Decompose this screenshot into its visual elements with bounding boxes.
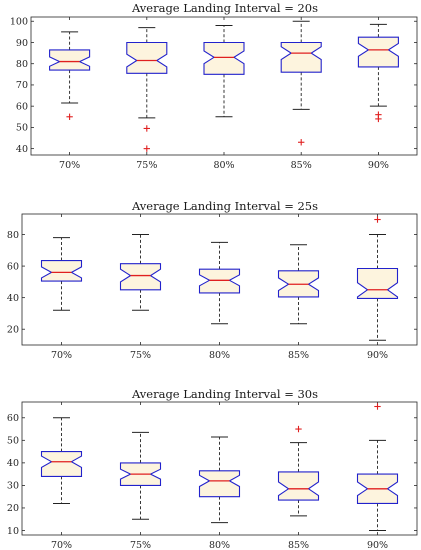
x-tick-label: 90% (367, 350, 388, 361)
box-80% (198, 436, 241, 524)
notched-box (198, 470, 241, 498)
x-tick-label: 75% (136, 160, 157, 171)
x-tick-label: 90% (367, 540, 388, 550)
box-70% (40, 417, 83, 504)
box-75% (119, 431, 162, 520)
x-tick-label: 80% (209, 350, 230, 361)
outlier-marker (66, 113, 73, 120)
y-tick-label: 100 (10, 17, 28, 28)
y-tick-label: 40 (7, 458, 19, 469)
x-tick-label: 70% (51, 350, 72, 361)
outlier-marker (375, 115, 382, 123)
y-tick-label: 20 (7, 503, 19, 514)
panel-30s: Average Landing Interval = 30s 10 20 30 40 5… (7, 387, 418, 550)
box-80% (198, 241, 241, 325)
box-75% (119, 234, 162, 311)
panel-20s: Average Landing Interval = 20s 40 50 60 70 8… (10, 1, 418, 171)
y-tick-label: 90 (16, 38, 28, 49)
y-tick-label: 80 (16, 59, 28, 70)
box-90% (357, 23, 399, 123)
y-tick-label: 60 (7, 261, 19, 272)
x-tick-label: 70% (51, 540, 72, 550)
panel-title: Average Landing Interval = 30s (131, 387, 318, 401)
panel-title: Average Landing Interval = 20s (131, 1, 318, 15)
y-tick-label: 60 (16, 101, 28, 112)
x-tick-label: 85% (291, 160, 312, 171)
notched-box (126, 41, 168, 74)
outlier-marker (143, 125, 150, 132)
box-85% (277, 244, 320, 325)
x-tick-label: 90% (368, 160, 389, 171)
y-tick-label: 50 (7, 436, 19, 447)
box-85% (280, 20, 322, 146)
box-90% (356, 403, 399, 531)
box-75% (126, 27, 168, 152)
notched-box (277, 471, 320, 501)
notched-box (357, 36, 399, 68)
x-tick-label: 75% (130, 350, 151, 361)
outlier-marker (143, 145, 150, 152)
notched-box (119, 263, 162, 291)
y-tick-label: 10 (7, 526, 19, 537)
x-tick-label: 75% (130, 540, 151, 550)
x-tick-label: 80% (213, 160, 234, 171)
box-70% (40, 237, 83, 311)
x-tick-label: 85% (288, 350, 309, 361)
box-80% (203, 24, 245, 118)
y-tick-label: 40 (7, 293, 19, 304)
y-tick-label: 80 (7, 230, 19, 241)
notched-box (49, 49, 91, 71)
x-tick-label: 70% (59, 160, 80, 171)
outlier-marker (374, 403, 381, 410)
notched-box (280, 41, 322, 73)
outlier-marker (374, 216, 381, 223)
box-85% (277, 425, 320, 517)
notched-box (40, 260, 83, 282)
x-tick-label: 85% (288, 540, 309, 550)
panel-plot: 10 20 30 40 50 60 70% 75% 80% 85% 90% (7, 401, 418, 550)
y-tick-label: 60 (7, 413, 19, 424)
x-tick-label: 80% (209, 540, 230, 550)
y-tick-label: 70 (16, 80, 28, 91)
outlier-marker (295, 425, 302, 433)
y-tick-label: 40 (16, 144, 28, 155)
y-tick-label: 50 (16, 123, 28, 134)
y-tick-label: 30 (7, 481, 19, 492)
notched-box (203, 41, 245, 75)
panel-plot: 40 50 60 70 80 90 100 70% 75% 80% 85% 90% (10, 17, 418, 171)
box-90% (356, 216, 399, 341)
notched-box (40, 451, 83, 477)
y-tick-label: 20 (7, 325, 19, 336)
notched-box (356, 267, 399, 299)
panel-plot: 20 40 60 80 70% 75% 80% 85% 90% (7, 213, 418, 361)
panel-title: Average Landing Interval = 25s (131, 199, 318, 213)
box-70% (49, 31, 91, 120)
notched-box (198, 268, 241, 294)
panel-25s: Average Landing Interval = 25s 20 40 60 80 7… (7, 199, 418, 361)
outlier-marker (298, 139, 305, 146)
